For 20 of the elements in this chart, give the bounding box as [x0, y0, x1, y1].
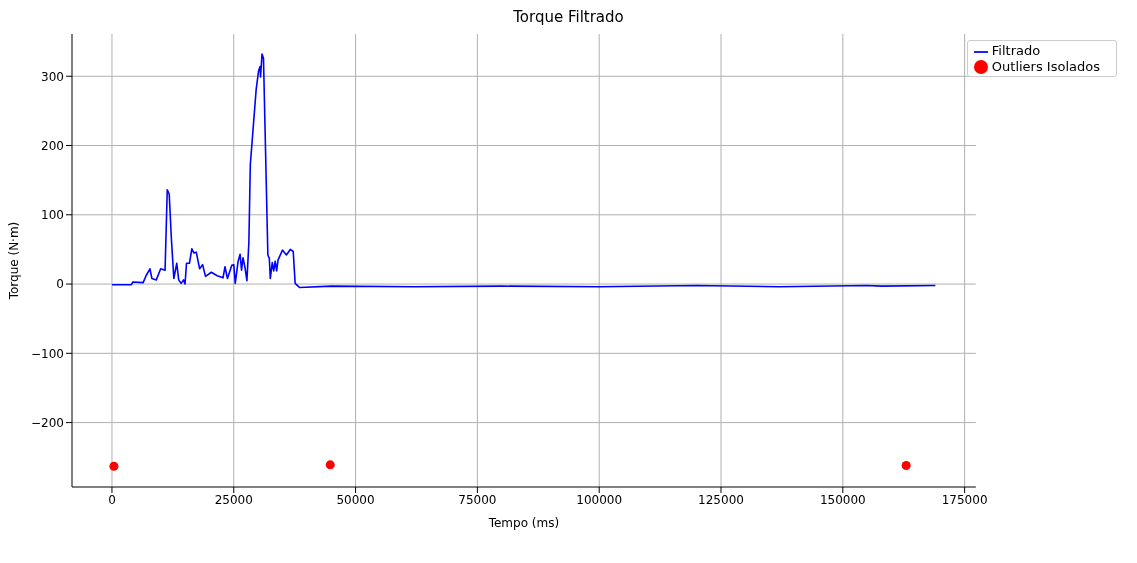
line-series [111, 53, 937, 289]
x-tick-label: 75000 [458, 492, 497, 507]
y-tick-label: 100 [41, 208, 64, 223]
y-tick-label: 300 [41, 69, 64, 84]
y-tick-label: −200 [31, 415, 64, 430]
x-axis-title: Tempo (ms) [487, 516, 560, 530]
x-tick-label: 50000 [336, 492, 375, 507]
x-tick-label: 125000 [698, 492, 744, 507]
y-tick-label: 200 [41, 138, 64, 153]
x-tick-label: 175000 [941, 492, 988, 507]
x-tick-label: 25000 [214, 492, 253, 507]
legend-label: Filtrado [991, 43, 1041, 58]
x-tick-label: 150000 [819, 492, 866, 507]
y-tick-label: 0 [56, 277, 64, 292]
x-tick-label: 0 [108, 492, 116, 507]
chart-title: Torque Filtrado [512, 8, 625, 28]
y-tick-label: −100 [31, 346, 64, 361]
x-tick-label: 100000 [576, 492, 623, 507]
y-axis-title: Torque (N·m) [7, 221, 22, 301]
legend-label: Outliers Isolados [991, 58, 1100, 74]
